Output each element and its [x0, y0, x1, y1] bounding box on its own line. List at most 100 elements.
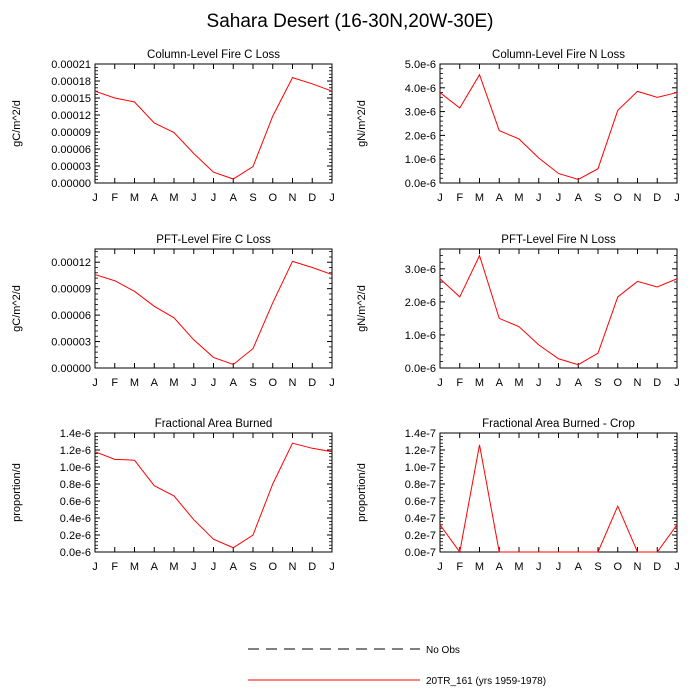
x-tick-label: F [111, 192, 118, 204]
y-tick-label: 1.0e-7 [405, 462, 436, 474]
x-tick-label: F [456, 561, 463, 573]
panel-title: Column-Level Fire N Loss [492, 49, 625, 61]
series-line-1 [439, 73, 678, 180]
y-axis-label: gN/m^2/d [356, 100, 368, 147]
y-tick-label: 0.0e-6 [405, 178, 436, 190]
y-tick-label: 0.00012 [51, 110, 91, 122]
y-tick-label: 1.0e-6 [405, 330, 436, 342]
y-tick-label: 0.0e-6 [405, 363, 436, 375]
y-tick-label: 1.4e-7 [405, 428, 436, 440]
y-tick-label: 1.0e-6 [60, 462, 91, 474]
y-tick-label: 0.00012 [51, 257, 91, 269]
x-tick-label: O [268, 192, 277, 204]
y-tick-label: 0.00006 [51, 310, 91, 322]
panel-4: PFT-Level Fire N Loss gN/m^2/d 0.0e-6 1.0e-… [356, 234, 680, 389]
panel-3: PFT-Level Fire C Loss gC/m^2/d 0.00000 0.00… [11, 234, 335, 389]
panel-2: Column-Level Fire N Loss gN/m^2/d 0.0e-6 1.… [356, 49, 680, 204]
x-tick-label: D [653, 561, 661, 573]
x-tick-label: A [151, 377, 159, 389]
x-tick-label: A [230, 377, 238, 389]
x-tick-label: F [456, 192, 463, 204]
y-tick-label: 0.00003 [51, 337, 91, 349]
y-axis-label: proportion/d [11, 463, 23, 522]
x-tick-label: J [674, 561, 680, 573]
legend: No Obs 20TR_161 (yrs 1959-1978) [248, 645, 546, 687]
x-tick-label: F [111, 561, 118, 573]
panel-title: PFT-Level Fire N Loss [501, 234, 616, 246]
plot-frame [94, 63, 333, 184]
y-tick-label: 2.0e-6 [405, 297, 436, 309]
x-tick-label: J [211, 561, 217, 573]
plot-frame [94, 432, 333, 553]
x-tick-label: S [249, 561, 256, 573]
x-tick-label: J [211, 192, 217, 204]
x-tick-label: M [475, 377, 484, 389]
x-tick-label: J [536, 561, 542, 573]
x-tick-label: A [575, 561, 583, 573]
x-tick-label: A [496, 192, 504, 204]
x-tick-label: A [151, 192, 159, 204]
x-tick-label: D [653, 192, 661, 204]
x-tick-label: J [329, 192, 335, 204]
x-tick-label: A [496, 377, 504, 389]
x-tick-label: M [514, 192, 523, 204]
x-tick-label: M [475, 561, 484, 573]
panel-title: Fractional Area Burned - Crop [482, 418, 635, 430]
x-tick-label: O [268, 561, 277, 573]
x-tick-label: D [308, 561, 316, 573]
y-tick-label: 0.4e-6 [60, 513, 91, 525]
x-tick-label: M [130, 561, 139, 573]
series-line-1 [94, 260, 333, 366]
y-tick-label: 0.00009 [51, 127, 91, 139]
x-tick-label: J [92, 377, 98, 389]
plot-frame [439, 248, 678, 369]
x-tick-label: J [437, 561, 443, 573]
x-tick-label: S [594, 561, 601, 573]
x-tick-label: J [556, 561, 562, 573]
x-tick-label: N [289, 192, 297, 204]
y-tick-label: 0.00015 [51, 93, 91, 105]
x-tick-label: J [191, 561, 197, 573]
panel-1: Column-Level Fire C Loss gC/m^2/d 0.00000 0… [11, 49, 335, 204]
series-line-1 [439, 444, 678, 554]
y-tick-label: 0.00006 [51, 144, 91, 156]
series-line-1 [94, 442, 333, 549]
y-tick-label: 0.00000 [51, 363, 91, 375]
x-tick-label: J [191, 377, 197, 389]
y-tick-label: 0.8e-6 [60, 479, 91, 491]
x-tick-label: J [556, 377, 562, 389]
x-tick-label: F [456, 377, 463, 389]
plot-frame [94, 248, 333, 369]
panel-title: Column-Level Fire C Loss [147, 49, 280, 61]
y-tick-label: 1.0e-6 [405, 154, 436, 166]
panel-title: Fractional Area Burned [155, 418, 273, 430]
x-tick-label: M [169, 377, 178, 389]
y-tick-label: 3.0e-6 [405, 107, 436, 119]
x-tick-label: A [496, 561, 504, 573]
series-line-1 [439, 254, 678, 366]
x-tick-label: F [111, 377, 118, 389]
x-tick-label: S [594, 377, 601, 389]
y-tick-label: 0.2e-6 [60, 530, 91, 542]
x-tick-label: N [289, 377, 297, 389]
panel-5: Fractional Area Burned proportion/d 0.0e-6… [11, 418, 335, 573]
x-tick-label: D [308, 192, 316, 204]
x-tick-label: J [536, 377, 542, 389]
x-tick-label: M [169, 192, 178, 204]
y-tick-label: 0.0e-6 [60, 547, 91, 559]
x-tick-label: J [674, 192, 680, 204]
legend-label-1: No Obs [426, 645, 460, 656]
y-tick-label: 0.6e-6 [60, 496, 91, 508]
y-tick-label: 0.2e-7 [405, 530, 436, 542]
y-tick-label: 5.0e-6 [405, 59, 436, 71]
x-tick-label: D [653, 377, 661, 389]
x-tick-label: J [329, 377, 335, 389]
x-tick-label: J [536, 192, 542, 204]
x-tick-label: A [230, 561, 238, 573]
x-tick-label: N [634, 561, 642, 573]
y-tick-label: 1.2e-6 [60, 445, 91, 457]
x-tick-label: J [92, 192, 98, 204]
y-axis-label: gC/m^2/d [11, 285, 23, 332]
y-tick-label: 0.00003 [51, 161, 91, 173]
